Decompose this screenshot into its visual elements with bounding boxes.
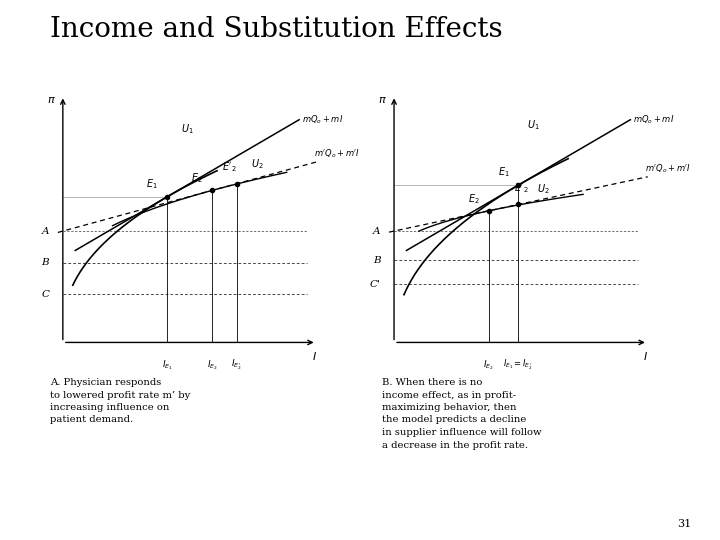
Text: A: A <box>42 227 49 235</box>
Text: $E_1$: $E_1$ <box>498 165 509 179</box>
Text: $mQ_o + mI$: $mQ_o + mI$ <box>633 113 674 126</box>
Text: $U_2$: $U_2$ <box>251 157 264 171</box>
Text: C': C' <box>369 280 380 289</box>
Text: $I_{E_2'}$: $I_{E_2'}$ <box>231 358 243 373</box>
Text: $I_{E_1}$: $I_{E_1}$ <box>162 358 173 372</box>
Text: A: A <box>373 227 380 235</box>
Text: $E_2$: $E_2$ <box>192 171 203 185</box>
Text: $I$: $I$ <box>643 350 648 362</box>
Text: $U_2$: $U_2$ <box>537 183 549 197</box>
Text: $mQ_o + mI$: $mQ_o + mI$ <box>302 113 343 126</box>
Text: $\pi$: $\pi$ <box>48 96 56 105</box>
Text: $I$: $I$ <box>312 350 317 362</box>
Text: $m'Q_o + m'I$: $m'Q_o + m'I$ <box>645 163 691 175</box>
Text: $E'_2$: $E'_2$ <box>222 160 237 174</box>
Text: $U_1$: $U_1$ <box>181 123 194 136</box>
Text: $E'_2$: $E'_2$ <box>513 181 528 195</box>
Text: $E_2$: $E_2$ <box>468 192 480 206</box>
Text: B. When there is no
income effect, as in profit-
maximizing behavior, then
the m: B. When there is no income effect, as in… <box>382 378 541 449</box>
Text: A. Physician responds
to lowered profit rate m’ by
increasing influence on
patie: A. Physician responds to lowered profit … <box>50 378 191 424</box>
Text: $\pi$: $\pi$ <box>379 96 387 105</box>
Text: C: C <box>41 289 49 299</box>
Text: $E_1$: $E_1$ <box>146 177 158 191</box>
Text: $I_{E_2}$: $I_{E_2}$ <box>483 358 494 372</box>
Text: $I_{E_2}$: $I_{E_2}$ <box>207 358 217 372</box>
Text: Income and Substitution Effects: Income and Substitution Effects <box>50 16 503 43</box>
Text: B: B <box>373 255 380 265</box>
Text: $m'Q_o + m'I$: $m'Q_o + m'I$ <box>314 148 360 160</box>
Text: $I_{E_1} = I_{E_{2}^{\prime}}$: $I_{E_1} = I_{E_{2}^{\prime}}$ <box>503 358 534 373</box>
Text: B: B <box>42 258 49 267</box>
Text: $U_1$: $U_1$ <box>527 118 540 132</box>
Text: 31: 31 <box>677 519 691 529</box>
